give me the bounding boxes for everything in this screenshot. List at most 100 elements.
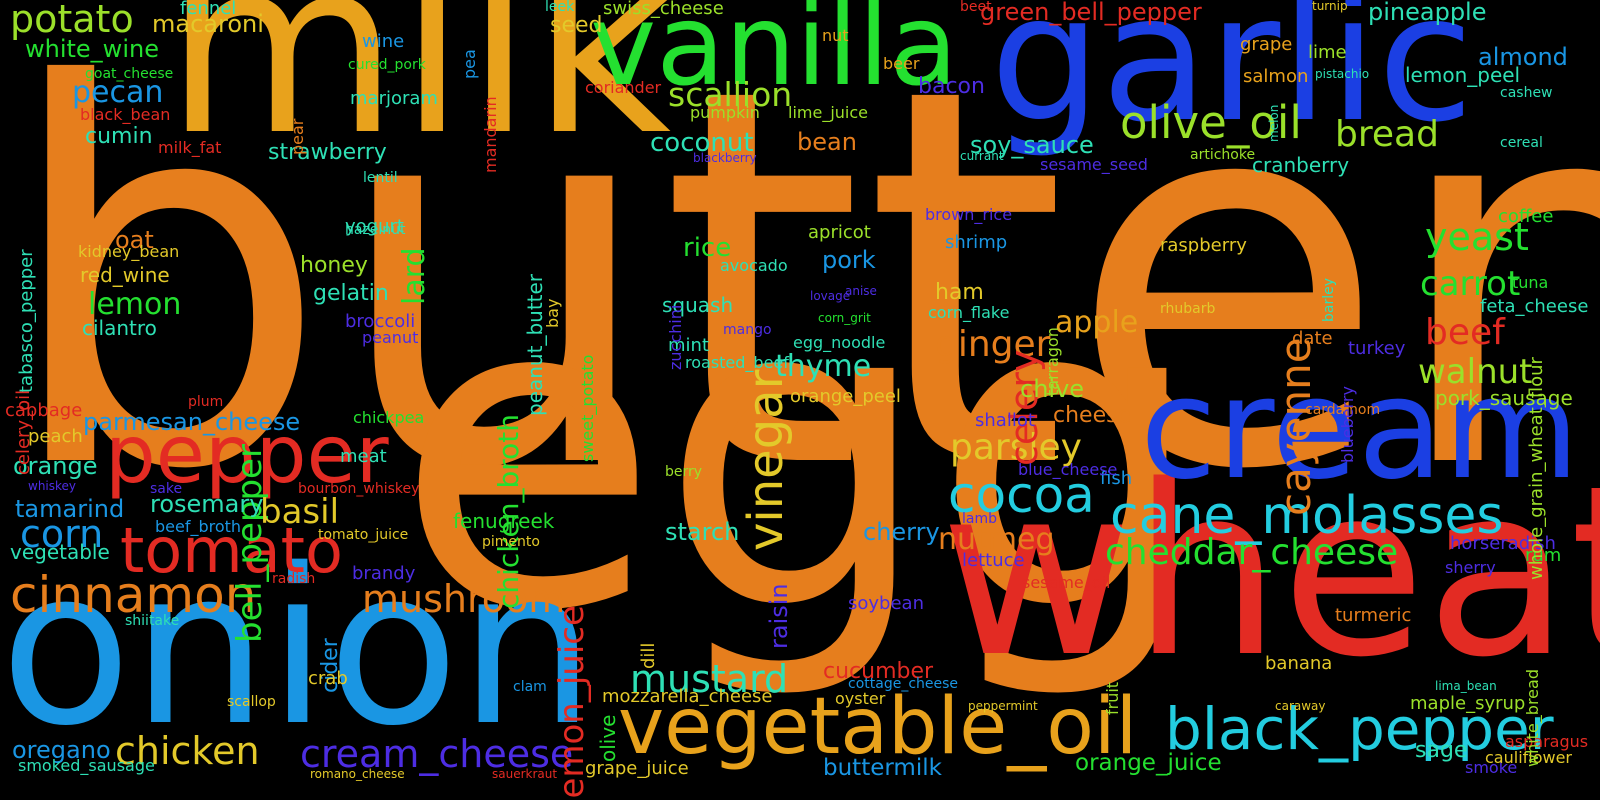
word-tuna: tuna	[1512, 273, 1549, 292]
word-sherry: sherry	[1445, 558, 1496, 577]
word-scallion: scallion	[668, 75, 793, 114]
word-romano-cheese: romano_cheese	[310, 767, 405, 781]
word-tarragon: tarragon	[1043, 327, 1062, 397]
word-rosemary: rosemary	[150, 490, 264, 518]
word-tabasco-pepper: tabasco_pepper	[16, 249, 37, 393]
word-black-bean: black_bean	[80, 105, 171, 124]
word-sesame-oil: sesame_oil	[1022, 573, 1111, 592]
word-clam: clam	[513, 679, 547, 695]
word-gelatin: gelatin	[313, 281, 389, 306]
word-celery-oil: celery_oil	[13, 389, 34, 475]
word-fennel: fennel	[180, 0, 237, 19]
word-peanut-butter: peanut_butter	[523, 273, 547, 416]
word-lovage: lovage	[810, 289, 851, 303]
word-mint: mint	[668, 335, 710, 356]
word-egg: egg	[395, 205, 1206, 705]
word-raspberry: raspberry	[1160, 235, 1247, 256]
word-lard: lard	[397, 247, 432, 305]
word-raisin: raisin	[765, 583, 793, 649]
word-caraway: caraway	[1275, 699, 1326, 713]
word-swiss-cheese: swiss_cheese	[603, 0, 724, 19]
word-turkey: turkey	[1348, 338, 1406, 359]
word-walnut: walnut	[1418, 352, 1533, 392]
word-yogurt: yogurt	[345, 216, 404, 237]
word-kidney-bean: kidney_bean	[78, 242, 180, 261]
word-peppermint: peppermint	[968, 699, 1038, 713]
word-whiskey: whiskey	[28, 479, 77, 493]
word-grape-juice: grape_juice	[585, 758, 689, 779]
word-white-wine: white_wine	[25, 35, 159, 63]
word-pecan: pecan	[72, 75, 164, 110]
word-cinnamon: cinnamon	[10, 566, 257, 624]
word-leek: leek	[545, 0, 575, 15]
word-maple-syrup: maple_syrup	[1410, 693, 1526, 714]
word-cocoa: cocoa	[948, 466, 1095, 524]
word-mozzarella-cheese: mozzarella_cheese	[602, 686, 773, 707]
word-currant: currant	[960, 149, 1004, 163]
word-lime-juice: lime_juice	[788, 103, 868, 122]
word-orange: orange	[13, 452, 98, 480]
word-nutmeg: nutmeg	[938, 522, 1055, 557]
word-milk: milk	[165, 0, 672, 188]
word-cream: cream	[1140, 348, 1580, 511]
word-banana: banana	[1265, 653, 1333, 674]
word-rice: rice	[683, 233, 732, 263]
word-bay: bay	[543, 298, 562, 329]
word-meat: meat	[340, 446, 387, 467]
word-tamarind: tamarind	[15, 495, 125, 523]
word-beef: beef	[1425, 312, 1505, 353]
word-roasted-beef: roasted_beef	[685, 353, 789, 372]
word-cranberry: cranberry	[1252, 153, 1350, 177]
word-artichoke: artichoke	[1190, 147, 1256, 163]
word-vegetable-oil: vegetable_oil	[618, 682, 1138, 772]
word-milk-fat: milk_fat	[158, 138, 222, 157]
word-wheat: wheat	[940, 436, 1600, 709]
word-vinegar: vinegar	[738, 370, 794, 552]
word-pork-sausage: pork_sausage	[1435, 386, 1573, 410]
word-cottage-cheese: cottage_cheese	[848, 676, 959, 692]
word-cherry: cherry	[863, 518, 940, 546]
word-bread: bread	[1335, 114, 1439, 155]
word-sage: sage	[1415, 738, 1468, 763]
word-rum: rum	[1525, 545, 1562, 566]
word-celery: celery	[1002, 349, 1046, 466]
word-lime: lime	[1308, 42, 1347, 63]
word-mustard: mustard	[630, 657, 789, 701]
word-avocado: avocado	[720, 256, 788, 275]
word-white-bread: white_bread	[1523, 669, 1542, 768]
word-lemon-juice: lemon_juice	[552, 604, 592, 800]
word-peach: peach	[28, 426, 83, 447]
word-pepper: pepper	[105, 408, 389, 501]
word-mango: mango	[723, 322, 772, 338]
word-cured-pork: cured_pork	[348, 57, 426, 73]
word-apple: apple	[1055, 305, 1139, 340]
word-beer: beer	[883, 54, 920, 73]
word-mushroom: mushroom	[362, 577, 566, 621]
word-goat-cheese: goat_cheese	[85, 66, 174, 82]
word-olive-oil: olive_oil	[1120, 96, 1302, 149]
word-shallot: shallot	[975, 410, 1035, 431]
word-oat: oat	[115, 226, 154, 254]
word-whole-grain-wheat-flour: whole_grain_wheat_flour	[1526, 357, 1547, 581]
word-turnip: turnip	[1312, 0, 1348, 13]
word-plum: plum	[188, 394, 224, 410]
word-macaroni: macaroni	[152, 10, 264, 38]
word-soy-sauce: soy_sauce	[970, 131, 1094, 159]
word-cumin: cumin	[85, 124, 153, 149]
word-orange-peel: orange_peel	[790, 386, 901, 407]
word-scallop: scallop	[227, 694, 276, 710]
word-strawberry: strawberry	[268, 140, 387, 165]
word-lemon-peel: lemon_peel	[1405, 63, 1521, 87]
word-bacon: bacon	[918, 74, 985, 99]
word-zucchini: zucchini	[666, 305, 685, 371]
word-yeast: yeast	[1425, 215, 1529, 259]
word-chicken: chicken	[115, 729, 260, 773]
word-coriander: coriander	[585, 78, 662, 97]
word-smoke: smoke	[1465, 758, 1518, 777]
word-blueberry: blueberry	[1338, 386, 1357, 463]
word-grape: grape	[1240, 34, 1293, 55]
word-smoked-sausage: smoked_sausage	[18, 756, 155, 775]
word-wine: wine	[362, 31, 405, 52]
word-corn: corn	[20, 512, 104, 556]
word-coffee: coffee	[1498, 206, 1554, 227]
